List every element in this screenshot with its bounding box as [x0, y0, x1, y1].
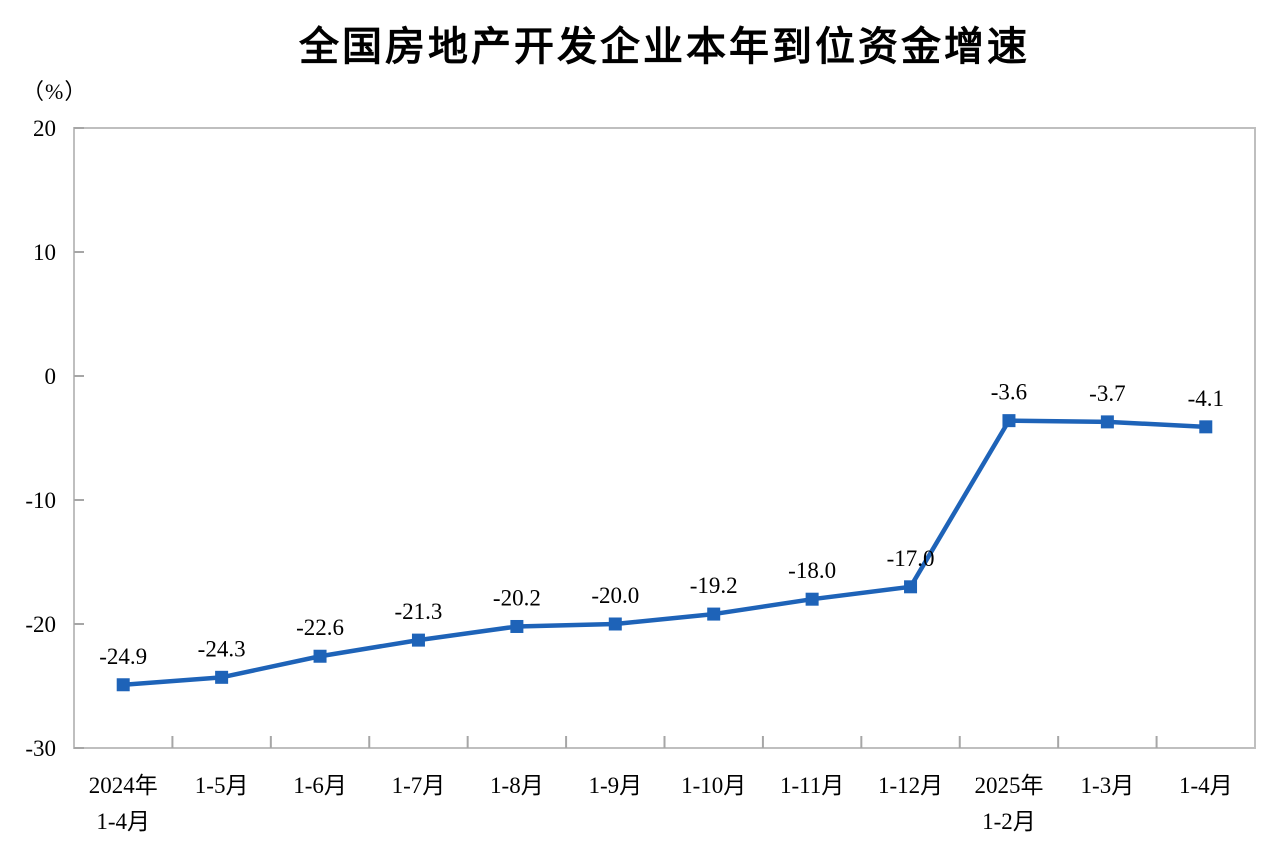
y-axis-tick-label: 20: [33, 116, 56, 141]
x-axis-category-label: 1-4月: [1179, 773, 1233, 798]
data-point-marker: [1002, 414, 1016, 428]
y-axis-tick-label: -20: [25, 612, 56, 637]
x-axis-category-label: 1-11月: [780, 773, 844, 798]
data-point-label: -3.7: [1089, 381, 1125, 406]
data-point-label: -17.0: [887, 546, 935, 571]
data-point-marker: [805, 592, 819, 606]
x-axis-category-label: 1-9月: [588, 773, 642, 798]
data-point-marker: [1100, 415, 1114, 429]
y-axis-tick-label: -10: [25, 488, 56, 513]
data-point-label: -3.6: [991, 380, 1027, 405]
data-point-marker: [608, 617, 622, 631]
x-axis-category-label: 1-7月: [392, 773, 446, 798]
x-axis-category-label: 1-6月: [293, 773, 347, 798]
x-axis-category-label: 1-12月: [878, 773, 943, 798]
data-point-marker: [707, 607, 721, 621]
data-point-marker: [313, 649, 327, 663]
data-point-label: -19.2: [690, 573, 738, 598]
data-point-label: -22.6: [296, 615, 344, 640]
chart-title: 全国房地产开发企业本年到位资金增速: [299, 25, 1030, 69]
data-point-label: -20.0: [591, 583, 639, 608]
plot-frame: [73, 127, 1256, 749]
y-axis-tick-label: -30: [25, 736, 56, 761]
data-point-marker: [116, 678, 130, 692]
data-point-label: -4.1: [1188, 386, 1224, 411]
data-point-marker: [215, 670, 229, 684]
data-point-marker: [411, 633, 425, 647]
data-point-marker: [510, 619, 524, 633]
data-point-label: -24.3: [198, 636, 246, 661]
y-axis-tick-label: 10: [33, 240, 56, 265]
x-axis-category-label: 1-8月: [490, 773, 544, 798]
data-point-label: -20.2: [493, 585, 541, 610]
x-axis-category-label: 2024年 1-4月: [89, 773, 158, 834]
x-axis-category-label: 2025年 1-2月: [974, 773, 1043, 834]
data-point-marker: [904, 580, 918, 594]
y-axis-unit-label: （%）: [22, 79, 88, 104]
data-point-label: -18.0: [788, 558, 836, 583]
x-axis-category-label: 1-5月: [195, 773, 249, 798]
x-axis-category-label: 1-10月: [681, 773, 746, 798]
data-line: [120, 418, 1209, 688]
x-axis-category-label: 1-3月: [1081, 773, 1135, 798]
data-point-label: -24.9: [99, 644, 147, 669]
y-axis-tick-label: 0: [45, 364, 57, 389]
data-point-marker: [1199, 420, 1213, 434]
data-point-label: -21.3: [394, 599, 442, 624]
